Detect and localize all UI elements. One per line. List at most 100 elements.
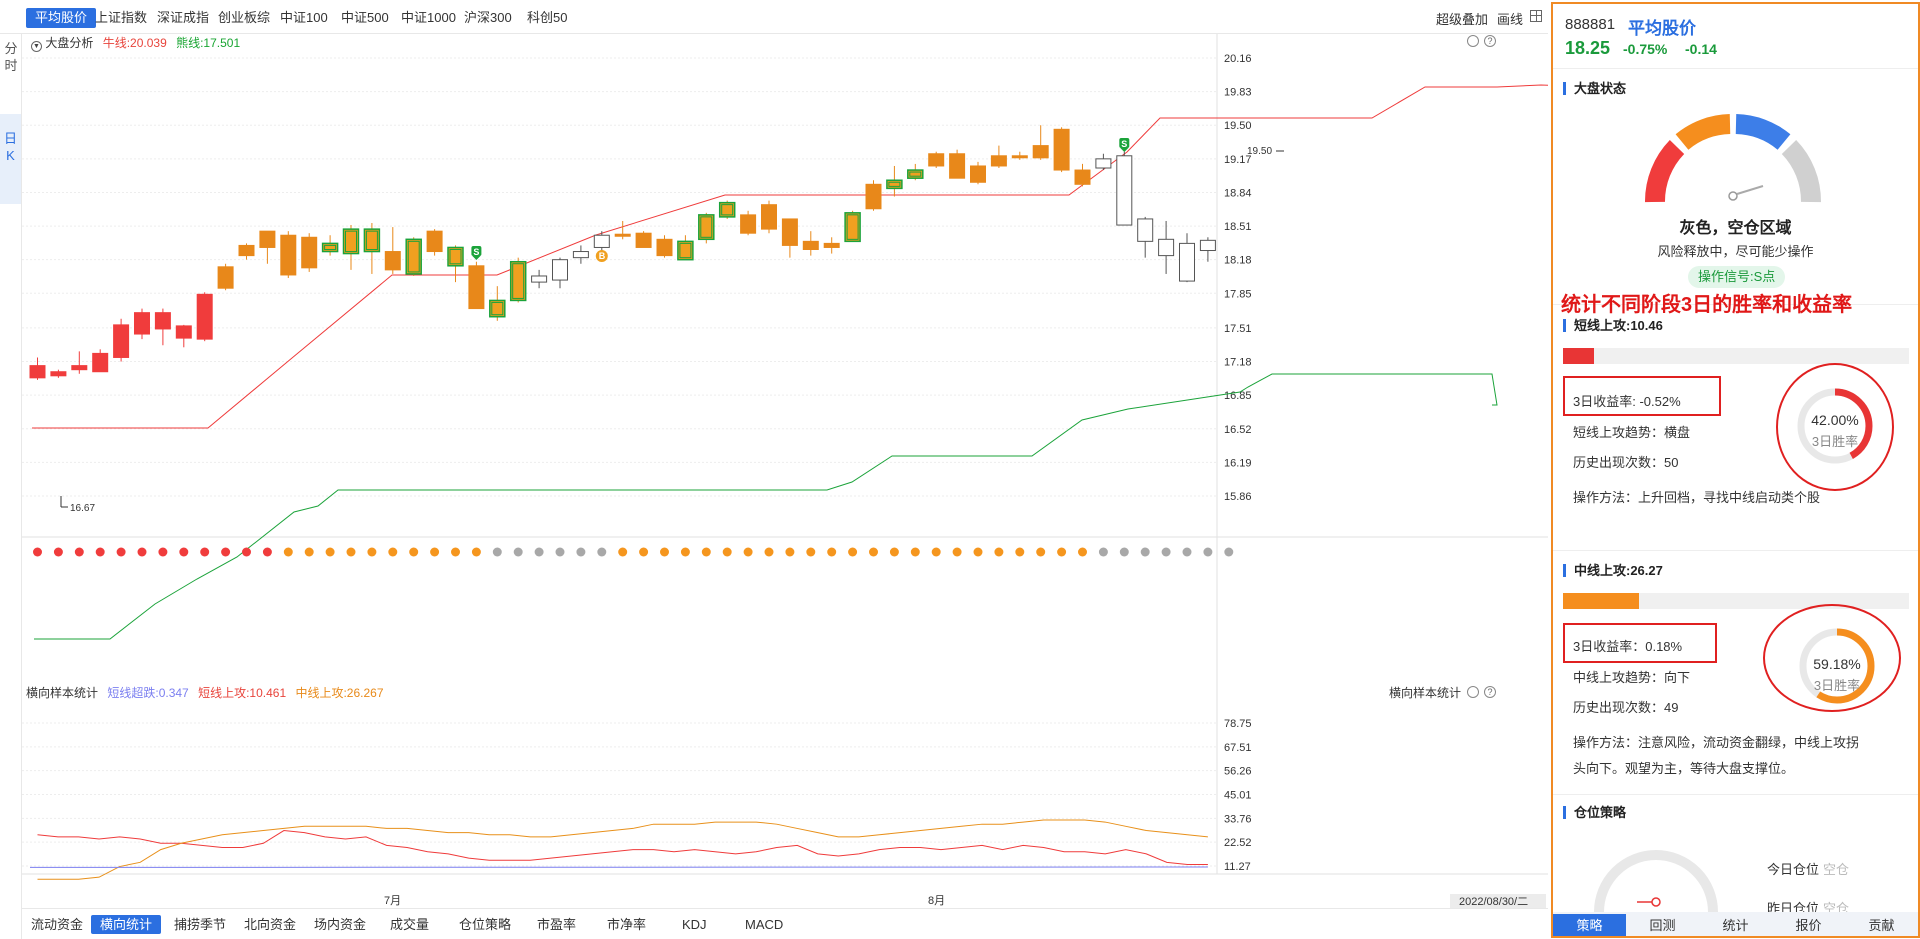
y-tick-label: 17.85 — [1224, 288, 1252, 300]
tab-csi100[interactable]: 中证100 — [280, 10, 328, 25]
current-date-label: 2022/08/30/二 — [1459, 896, 1528, 908]
candle — [509, 257, 527, 303]
tab-volume[interactable]: 成交量 — [390, 917, 430, 932]
tab-daily-k[interactable]: 日 K — [0, 114, 21, 204]
signal-dot — [200, 547, 210, 557]
panel-tab-contribution[interactable]: 贡献 — [1868, 918, 1895, 933]
tab-horizontal-stats[interactable]: 横向统计 — [91, 915, 162, 934]
low-annotation: 16.67 — [70, 503, 95, 514]
tab-intraday-char2: 时 — [4, 58, 18, 73]
candle — [1158, 220, 1175, 274]
signal-dot — [95, 547, 105, 557]
candle — [844, 210, 861, 243]
signal-dot — [513, 547, 523, 557]
settings-icon[interactable] — [1467, 35, 1479, 47]
lower-settings-icon[interactable] — [1467, 686, 1479, 698]
tab-macd[interactable]: MACD — [745, 917, 784, 932]
tab-onfloor-funds[interactable]: 场内资金 — [314, 917, 367, 932]
y-tick-label: 15.86 — [1224, 491, 1252, 503]
panel-tab-backtest[interactable]: 回测 — [1649, 918, 1676, 933]
tab-daily-char1: 日 — [3, 131, 17, 146]
signal-dot — [1161, 547, 1171, 557]
lower-legend-right[interactable]: 横向样本统计 — [1389, 686, 1462, 700]
signal-dot — [262, 547, 272, 557]
signal-dot — [367, 547, 377, 557]
candle — [29, 357, 46, 380]
bear-line — [34, 373, 1498, 640]
candle — [572, 245, 589, 264]
tab-kdj[interactable]: KDJ — [682, 917, 707, 932]
kline-chart[interactable]: 20.1619.8319.5019.1718.8418.5118.1817.85… — [22, 34, 1548, 908]
candle — [990, 145, 1007, 169]
candle — [886, 165, 903, 197]
mid-attack-value: 中线上攻:26.267 — [295, 686, 384, 700]
short-return-highlight — [1563, 376, 1721, 416]
candle — [1095, 153, 1112, 171]
tab-shanghai-index[interactable]: 上证指数 — [95, 10, 148, 25]
signal-dot — [116, 547, 126, 557]
indicator-tab-bar: 流动资金 横向统计 捕捞季节 北向资金 场内资金 成交量 仓位策略 市盈率 市净… — [22, 908, 1548, 939]
tab-star50[interactable]: 科创50 — [527, 10, 568, 25]
candle — [593, 231, 610, 252]
panel-tab-quote[interactable]: 报价 — [1795, 918, 1822, 933]
signal-dot — [722, 547, 732, 557]
super-overlay-button[interactable]: 超级叠加 — [1436, 12, 1489, 27]
tab-liquidity[interactable]: 流动资金 — [31, 917, 84, 932]
bull-line-value: 牛线:20.039 — [102, 36, 167, 50]
candle — [1053, 127, 1070, 173]
signal-dot — [221, 547, 231, 557]
tab-pe[interactable]: 市盈率 — [537, 917, 577, 932]
tab-chinext-composite[interactable]: 创业板综 — [218, 10, 271, 25]
draw-line-button[interactable]: 画线 — [1497, 12, 1524, 27]
signal-dot — [137, 547, 147, 557]
candle — [280, 231, 297, 279]
signal-dot — [1224, 547, 1234, 557]
stock-name: 平均股价 — [1628, 19, 1696, 38]
panel-tab-strategy[interactable]: 策略 — [1553, 914, 1626, 936]
tab-csi300[interactable]: 沪深300 — [464, 10, 512, 25]
tab-position-strategy[interactable]: 仓位策略 — [459, 917, 512, 932]
dropdown-icon[interactable]: ▼ — [31, 41, 42, 52]
candle — [405, 237, 422, 276]
signal-dot — [451, 547, 460, 557]
tab-northbound[interactable]: 北向资金 — [244, 917, 297, 932]
market-analysis-label[interactable]: 大盘分析 — [45, 36, 94, 50]
signal-badge: 操作信号:S点 — [1688, 266, 1786, 288]
overlay-annotation: 统计不同阶段3日的胜率和收益率 — [1561, 294, 1853, 316]
candle — [1199, 237, 1216, 262]
lower-help-icon[interactable]: ? — [1484, 686, 1496, 698]
mid-attack-bar — [1563, 593, 1909, 609]
signal-dot — [910, 547, 920, 557]
lower-y-tick-label: 33.76 — [1224, 813, 1252, 825]
lower-y-tick-label: 22.52 — [1224, 837, 1252, 849]
tab-intraday-char1: 分 — [4, 41, 18, 56]
mid-trend: 中线上攻趋势：向下 — [1573, 670, 1691, 685]
tab-average-price[interactable]: 平均股价 — [26, 8, 97, 28]
candle — [698, 212, 715, 244]
position-gauge — [1594, 850, 1718, 912]
panel-tab-statistics[interactable]: 统计 — [1722, 918, 1749, 933]
tab-pb[interactable]: 市净率 — [607, 917, 647, 932]
signal-dot — [388, 547, 398, 557]
candle — [823, 237, 840, 254]
tab-csi1000[interactable]: 中证1000 — [401, 10, 456, 25]
tab-shenzhen-index[interactable]: 深证成指 — [157, 10, 210, 25]
candle — [259, 230, 276, 264]
candle — [92, 349, 109, 373]
candle — [677, 235, 694, 261]
candle — [301, 233, 318, 272]
candle — [656, 235, 673, 258]
signal-dot — [931, 547, 941, 557]
help-icon[interactable]: ? — [1484, 35, 1496, 47]
short-trend: 短线上攻趋势：横盘 — [1573, 425, 1691, 440]
today-position-value: 空仓 — [1823, 862, 1850, 877]
short-winrate-highlight — [1776, 363, 1894, 491]
candle — [447, 245, 464, 283]
candle — [489, 286, 506, 321]
short-method: 操作方法：上升回档，寻找中线启动类个股 — [1573, 490, 1821, 505]
month-label-july: 7月 — [384, 895, 401, 907]
grid-layout-icon[interactable] — [1530, 10, 1542, 22]
tab-csi500[interactable]: 中证500 — [341, 10, 389, 25]
tab-intraday[interactable]: 分 时 — [3, 40, 19, 74]
tab-fishing-season[interactable]: 捕捞季节 — [174, 917, 227, 932]
